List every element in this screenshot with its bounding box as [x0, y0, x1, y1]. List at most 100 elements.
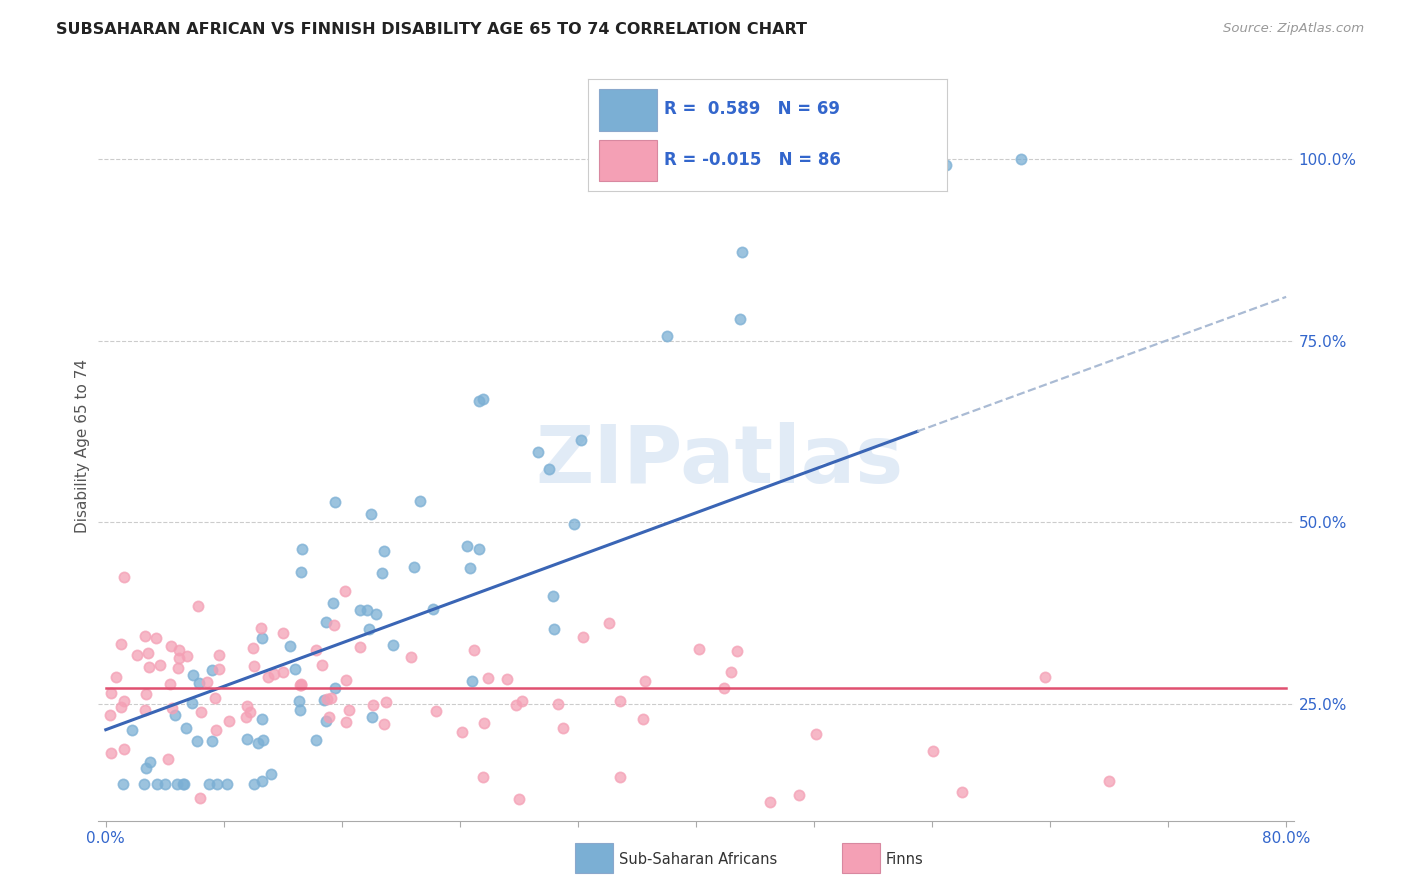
- Point: [201, 663, 224, 677]
- Point: [198, 777, 221, 791]
- Point: [239, 705, 262, 719]
- Point: [110, 637, 132, 651]
- Point: [360, 507, 382, 521]
- Point: [526, 445, 548, 459]
- Point: [349, 602, 371, 616]
- Point: [112, 742, 135, 756]
- Point: [359, 623, 381, 637]
- Point: [541, 589, 564, 603]
- Point: [288, 678, 311, 692]
- Text: Source: ZipAtlas.com: Source: ZipAtlas.com: [1223, 22, 1364, 36]
- Point: [349, 640, 371, 654]
- Point: [135, 687, 157, 701]
- Point: [472, 771, 495, 785]
- Point: [804, 727, 827, 741]
- Point: [461, 674, 484, 689]
- Point: [315, 714, 337, 728]
- Point: [180, 696, 202, 710]
- Point: [609, 694, 631, 708]
- Point: [271, 625, 294, 640]
- Point: [463, 642, 485, 657]
- Point: [190, 706, 212, 720]
- Point: [935, 158, 957, 172]
- Point: [688, 642, 710, 657]
- Point: [246, 736, 269, 750]
- Point: [361, 698, 384, 712]
- Point: [159, 676, 181, 690]
- Point: [409, 493, 432, 508]
- Point: [634, 674, 657, 689]
- Point: [136, 646, 159, 660]
- Point: [201, 734, 224, 748]
- Point: [287, 693, 309, 707]
- Point: [112, 570, 135, 584]
- Point: [112, 777, 135, 791]
- Point: [112, 693, 135, 707]
- Point: [134, 703, 156, 717]
- Point: [121, 723, 143, 737]
- Point: [172, 777, 194, 791]
- Point: [655, 329, 678, 343]
- Point: [208, 662, 231, 676]
- Point: [291, 542, 314, 557]
- Point: [458, 561, 481, 575]
- Point: [218, 714, 240, 728]
- Point: [290, 566, 312, 580]
- Point: [537, 462, 560, 476]
- Point: [242, 640, 264, 655]
- Point: [456, 539, 478, 553]
- Point: [1098, 773, 1121, 788]
- Point: [156, 752, 179, 766]
- Point: [562, 516, 585, 531]
- Point: [100, 746, 122, 760]
- Point: [288, 703, 311, 717]
- Point: [167, 642, 190, 657]
- Point: [373, 543, 395, 558]
- Point: [135, 762, 157, 776]
- Point: [236, 732, 259, 747]
- Point: [110, 699, 132, 714]
- Point: [181, 668, 204, 682]
- Point: [371, 566, 394, 581]
- Point: [547, 698, 569, 712]
- Point: [271, 665, 294, 679]
- Point: [335, 673, 357, 687]
- Point: [339, 702, 361, 716]
- Point: [713, 681, 735, 695]
- Point: [633, 712, 655, 726]
- Point: [186, 734, 208, 748]
- Point: [132, 777, 155, 791]
- Point: [311, 658, 333, 673]
- Point: [322, 595, 344, 609]
- Point: [472, 392, 495, 407]
- Point: [167, 661, 190, 675]
- Point: [543, 622, 565, 636]
- Point: [323, 495, 346, 509]
- Point: [551, 722, 574, 736]
- Point: [205, 723, 228, 737]
- Point: [236, 699, 259, 714]
- Point: [921, 744, 943, 758]
- Point: [305, 643, 328, 657]
- Point: [243, 777, 266, 791]
- Point: [197, 674, 219, 689]
- Point: [207, 648, 229, 662]
- Point: [160, 700, 183, 714]
- Point: [373, 716, 395, 731]
- Point: [787, 788, 810, 802]
- Text: ZIPatlas: ZIPatlas: [536, 422, 904, 500]
- Point: [98, 708, 121, 723]
- Point: [335, 714, 357, 729]
- Point: [382, 639, 405, 653]
- Point: [1033, 670, 1056, 684]
- Point: [425, 704, 447, 718]
- Point: [278, 639, 301, 653]
- Point: [187, 599, 209, 614]
- Point: [572, 630, 595, 644]
- Point: [250, 621, 273, 635]
- Point: [165, 707, 187, 722]
- Point: [609, 770, 631, 784]
- Point: [166, 777, 188, 791]
- Point: [720, 665, 742, 680]
- Point: [505, 698, 527, 713]
